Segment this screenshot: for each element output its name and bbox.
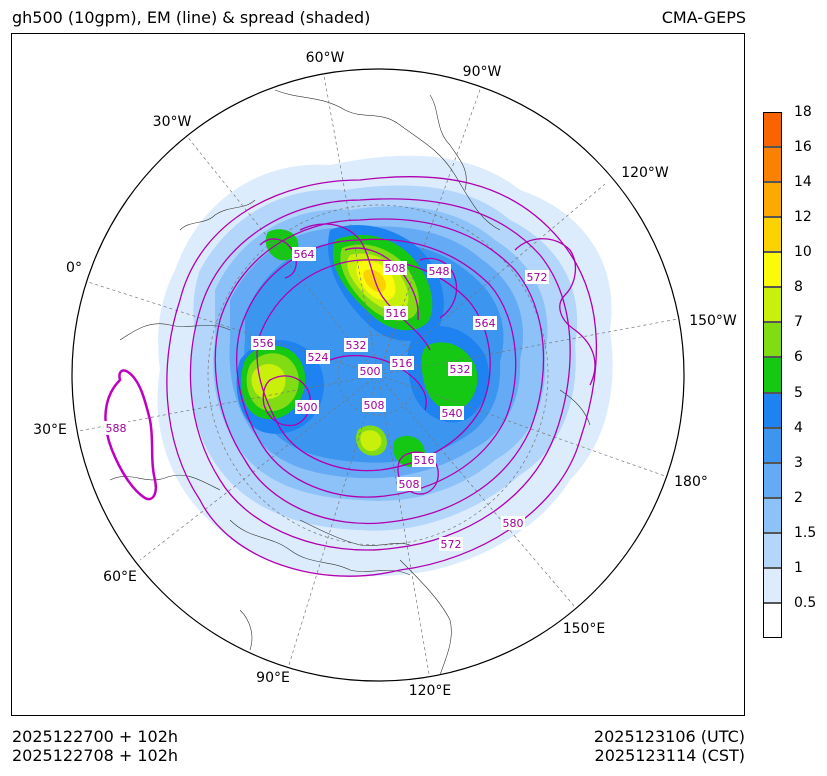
colorbar-tick-label: 12	[794, 209, 812, 226]
contour-label-572a: 572	[525, 270, 549, 284]
lon-label-150e: 150°E	[562, 621, 606, 637]
lon-label-0: 0°	[66, 260, 82, 276]
lon-label-30e: 30°E	[33, 422, 67, 438]
colorbar-segment-0	[763, 602, 782, 638]
lon-label-90e: 90°E	[256, 670, 290, 686]
svg-text:524: 524	[308, 351, 329, 364]
colorbar-tick-label: 8	[794, 279, 803, 296]
svg-text:564: 564	[475, 317, 496, 330]
valid-cst: 2025123114 (CST)	[594, 746, 745, 765]
colorbar-segment-11	[763, 217, 782, 253]
colorbar-segment-13	[763, 147, 782, 183]
svg-text:508: 508	[399, 478, 420, 491]
colorbar-tick-label: 5	[794, 384, 803, 401]
colorbar-tick-label: 2	[794, 489, 803, 506]
colorbar	[763, 112, 782, 638]
colorbar-segment-3	[763, 497, 782, 533]
contour-label-500a: 500	[358, 364, 382, 378]
colorbar-tick-label: 14	[794, 174, 812, 191]
contour-label-572b: 572	[439, 537, 463, 551]
lon-label-60w: 60°W	[305, 50, 345, 66]
contour-label-532a: 532	[344, 338, 368, 352]
contour-label-516a: 516	[384, 306, 408, 320]
colorbar-tick-label: 1.5	[794, 524, 817, 541]
svg-text:500: 500	[360, 365, 381, 378]
model-name: CMA-GEPS	[661, 8, 746, 27]
footer-valid-time: 2025123106 (UTC) 2025123114 (CST)	[594, 727, 745, 765]
colorbar-tick-label: 16	[794, 139, 812, 156]
svg-text:508: 508	[385, 262, 406, 275]
colorbar-segment-10	[763, 252, 782, 288]
map-title: gh500 (10gpm), EM (line) & spread (shade…	[12, 8, 371, 27]
svg-text:540: 540	[442, 407, 463, 420]
colorbar-tick-label: 6	[794, 349, 803, 366]
contour-588	[104, 369, 157, 501]
lon-label-120e: 120°E	[408, 683, 452, 699]
svg-text:572: 572	[527, 271, 548, 284]
colorbar-segment-6	[763, 392, 782, 428]
lon-label-60e: 60°E	[103, 569, 137, 585]
colorbar-tick-label: 0.5	[794, 594, 817, 611]
colorbar-tick-label: 10	[794, 244, 812, 261]
svg-text:532: 532	[450, 363, 471, 376]
map-frame	[11, 33, 745, 716]
colorbar-tick-label: 7	[794, 314, 803, 331]
svg-text:556: 556	[253, 337, 274, 350]
svg-text:516: 516	[386, 307, 407, 320]
em-contours	[166, 176, 598, 577]
contour-label-556: 556	[251, 336, 275, 350]
contour-label-540: 540	[440, 406, 464, 420]
contour-label-508b: 508	[362, 398, 386, 412]
init-utc: 2025122700 + 102h	[12, 727, 179, 746]
colorbar-tick-label: 18	[794, 104, 812, 120]
contour-label-564b: 564	[473, 316, 497, 330]
svg-text:572: 572	[441, 538, 462, 551]
colorbar-tick-label: 4	[794, 419, 803, 436]
colorbar-segment-5	[763, 427, 782, 463]
contour-label-500b: 500	[295, 400, 319, 414]
colorbar-segment-12	[763, 182, 782, 218]
colorbar-tick-label: 1	[794, 559, 803, 576]
svg-text:532: 532	[346, 339, 367, 352]
contour-label-516c: 516	[412, 453, 436, 467]
colorbar-segment-2	[763, 532, 782, 568]
valid-utc: 2025123106 (UTC)	[593, 727, 745, 746]
svg-text:500: 500	[297, 401, 318, 414]
contour-label-588: 588	[104, 421, 128, 435]
colorbar-segment-7	[763, 357, 782, 393]
colorbar-segment-1	[763, 567, 782, 603]
map-boundary	[71, 68, 685, 682]
svg-text:508: 508	[364, 399, 385, 412]
contour-label-564a-text: 564	[294, 248, 315, 261]
contour-label-508a: 508	[383, 261, 407, 275]
spread-area-8-c	[360, 430, 382, 452]
lon-label-90w: 90°W	[462, 64, 502, 80]
footer-init-time: 2025122700 + 102h 2025122708 + 102h	[12, 727, 178, 765]
contour-label-532b: 532	[448, 362, 472, 376]
svg-text:588: 588	[106, 422, 127, 435]
contour-label-516b: 516	[390, 356, 414, 370]
lon-label-120w: 120°W	[621, 165, 669, 181]
svg-text:580: 580	[503, 517, 524, 530]
contour-label-580: 580	[501, 516, 525, 530]
colorbar-segment-9	[763, 287, 782, 323]
colorbar-segment-4	[763, 462, 782, 498]
contour-label-548: 548	[427, 264, 451, 278]
svg-text:516: 516	[414, 454, 435, 467]
contour-labels: 564 508 548 572 532 516 564 556 524 500 …	[104, 247, 549, 551]
contour-label-564a: 564	[292, 247, 316, 261]
contour-label-508c: 508	[397, 477, 421, 491]
contour-label-524: 524	[306, 350, 330, 364]
lon-label-180: 180°	[674, 474, 708, 490]
colorbar-segment-14	[763, 112, 782, 148]
colorbar-tick-label: 3	[794, 454, 803, 471]
lon-label-30w: 30°W	[152, 114, 192, 130]
lon-label-150w: 150°W	[689, 313, 737, 329]
spread-area-6-c	[421, 342, 478, 411]
init-cst: 2025122708 + 102h	[12, 746, 179, 765]
svg-text:516: 516	[392, 357, 413, 370]
colorbar-segment-8	[763, 322, 782, 358]
svg-text:548: 548	[429, 265, 450, 278]
